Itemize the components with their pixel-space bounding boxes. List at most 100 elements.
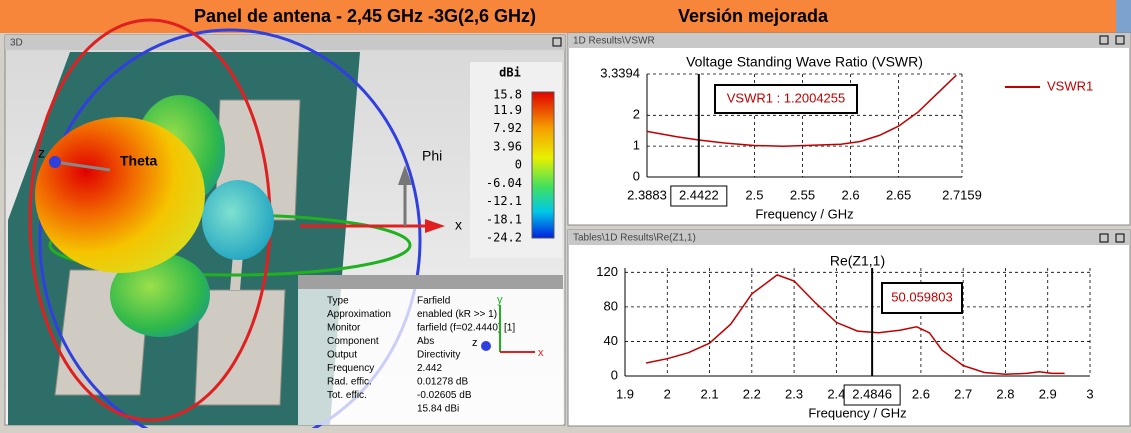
info-value: farfield (f=02.4440) [1]: [417, 323, 515, 334]
colorbar-label: 3.96: [493, 139, 522, 153]
x-tick-label: 2.3: [785, 386, 803, 401]
marker-box: [881, 282, 963, 314]
axis-z: [481, 341, 491, 351]
marker-x-box: [843, 384, 901, 406]
x-label: x: [455, 217, 462, 233]
colorbar-label: 11.9: [493, 103, 522, 117]
theta-arrow: [54, 160, 111, 172]
x-tick-label: 2.6: [842, 187, 860, 202]
info-label: Rad. effic.: [327, 377, 372, 388]
triad-x: x: [538, 347, 544, 359]
info-label: Type: [327, 296, 349, 307]
x-tick-label: 2.7159: [942, 187, 982, 202]
colorbar: [531, 91, 555, 239]
maximize-button[interactable]: [552, 37, 562, 47]
series-line: [646, 74, 957, 147]
info-label: Frequency: [327, 363, 374, 374]
y-tick-label: 80: [604, 298, 618, 313]
x-tick-label: 2.5: [745, 187, 763, 202]
info-value: -0.02605 dB: [417, 390, 472, 401]
colorbar-label: -18.1: [486, 212, 522, 226]
y-tick-label: 120: [596, 264, 618, 279]
info-label: Approximation: [327, 309, 391, 320]
colorbar-labels: 15.811.9 7.92 3.96 0 -6.04 -12.1 -18.1 -24.2: [486, 88, 522, 245]
panel-title: Tables\1D Results\Re(Z1,1): [573, 233, 696, 244]
info-value: 15.84 dBi: [417, 404, 459, 415]
info-value: 0.01278 dB: [417, 377, 468, 388]
info-value: Farfield: [417, 296, 450, 307]
triad-z: z: [472, 337, 478, 349]
panel-title: 1D Results\VSWR: [573, 36, 655, 47]
colorbar-unit: dBi: [499, 66, 521, 80]
x-axis-label: Frequency / GHz: [755, 206, 853, 221]
back-lobe: [202, 180, 274, 260]
x-axis-label: Frequency / GHz: [808, 405, 906, 420]
info-value: 2.442: [417, 363, 442, 374]
panel-3d-titlebar: [5, 35, 565, 50]
maximize-button[interactable]: [1099, 233, 1109, 243]
header-title: Panel de antena - 2,45 GHz -3G(2,6 GHz): [194, 6, 536, 26]
x-tick-label: 2.8: [996, 386, 1014, 401]
y-tick-label: 2: [633, 107, 640, 122]
info-table: Type Farfield Approximation enabled (kR >> …: [327, 296, 515, 415]
x-tick-label: 2.55: [790, 187, 815, 202]
theta-label: Theta: [120, 153, 158, 169]
panel-3d-title: 3D: [10, 38, 23, 49]
panel-titlebar: [568, 230, 1130, 245]
y-tick-label: 40: [604, 333, 618, 348]
panel-vswr: [567, 32, 1131, 226]
theta-circle: [38, 28, 422, 433]
close-button[interactable]: [1115, 35, 1125, 45]
legend-label: VSWR1: [1047, 78, 1093, 93]
colorbar-label: 7.92: [493, 121, 522, 135]
scrollbar[interactable]: [1116, 0, 1131, 33]
x-tick-label: 2.7: [954, 386, 972, 401]
info-value: Abs: [417, 336, 434, 347]
x-tick-label: 1.9: [616, 386, 634, 401]
info-titlebar: [298, 275, 563, 289]
x-tick-label: 2.65: [886, 187, 911, 202]
series-line: [645, 274, 1065, 376]
header-bar: [0, 0, 1131, 33]
info-label: Tot. effic.: [327, 390, 367, 401]
colorbar-label: 15.8: [493, 88, 522, 102]
arrowhead: [398, 165, 412, 185]
colorbar-label: -24.2: [486, 231, 522, 245]
z-label: z: [38, 145, 45, 161]
x-tick-label: 2.4: [827, 386, 845, 401]
y-tick-label: 0: [611, 367, 618, 382]
marker-box: [714, 84, 858, 114]
marker-x-label: 2.4846: [852, 386, 892, 401]
x-tick-label: 2.1: [701, 386, 719, 401]
maximize-button[interactable]: [1099, 35, 1109, 45]
chart-title: Re(Z1,1): [830, 253, 885, 269]
marker-x-label: 2.4422: [679, 187, 719, 202]
side-lobe: [110, 253, 210, 337]
x-tick-label: 2.3883: [627, 187, 667, 202]
x-tick-label: 2.6: [912, 386, 930, 401]
x-tick-label: 2.9: [1039, 386, 1057, 401]
x-tick-label: 3: [1086, 386, 1093, 401]
x-tick-label: 2: [664, 386, 671, 401]
patch: [194, 289, 286, 406]
y-tick-label: 1: [633, 138, 640, 153]
info-value: Directivity: [417, 350, 460, 361]
colorbar-label: -12.1: [486, 194, 522, 208]
info-value: enabled (kR >> 1): [417, 309, 497, 320]
info-label: Component: [327, 336, 379, 347]
chart-title: Voltage Standing Wave Ratio (VSWR): [686, 54, 923, 70]
colorbar-label: -6.04: [486, 176, 522, 190]
marker-x-box: [670, 185, 728, 207]
z-marker: [49, 156, 61, 168]
close-button[interactable]: [1115, 233, 1125, 243]
info-overlay: [298, 275, 563, 425]
x-tick-label: 2.2: [743, 386, 761, 401]
header-subtitle: Versión mejorada: [678, 6, 829, 26]
y-tick-label: 3.3394: [600, 65, 640, 80]
marker-label: 50.059803: [891, 289, 952, 304]
phi-label: Phi: [422, 148, 442, 164]
colorbar-label: 0: [515, 158, 522, 172]
arrowhead: [425, 219, 445, 233]
marker-label: VSWR1 : 1.2004255: [727, 90, 846, 105]
